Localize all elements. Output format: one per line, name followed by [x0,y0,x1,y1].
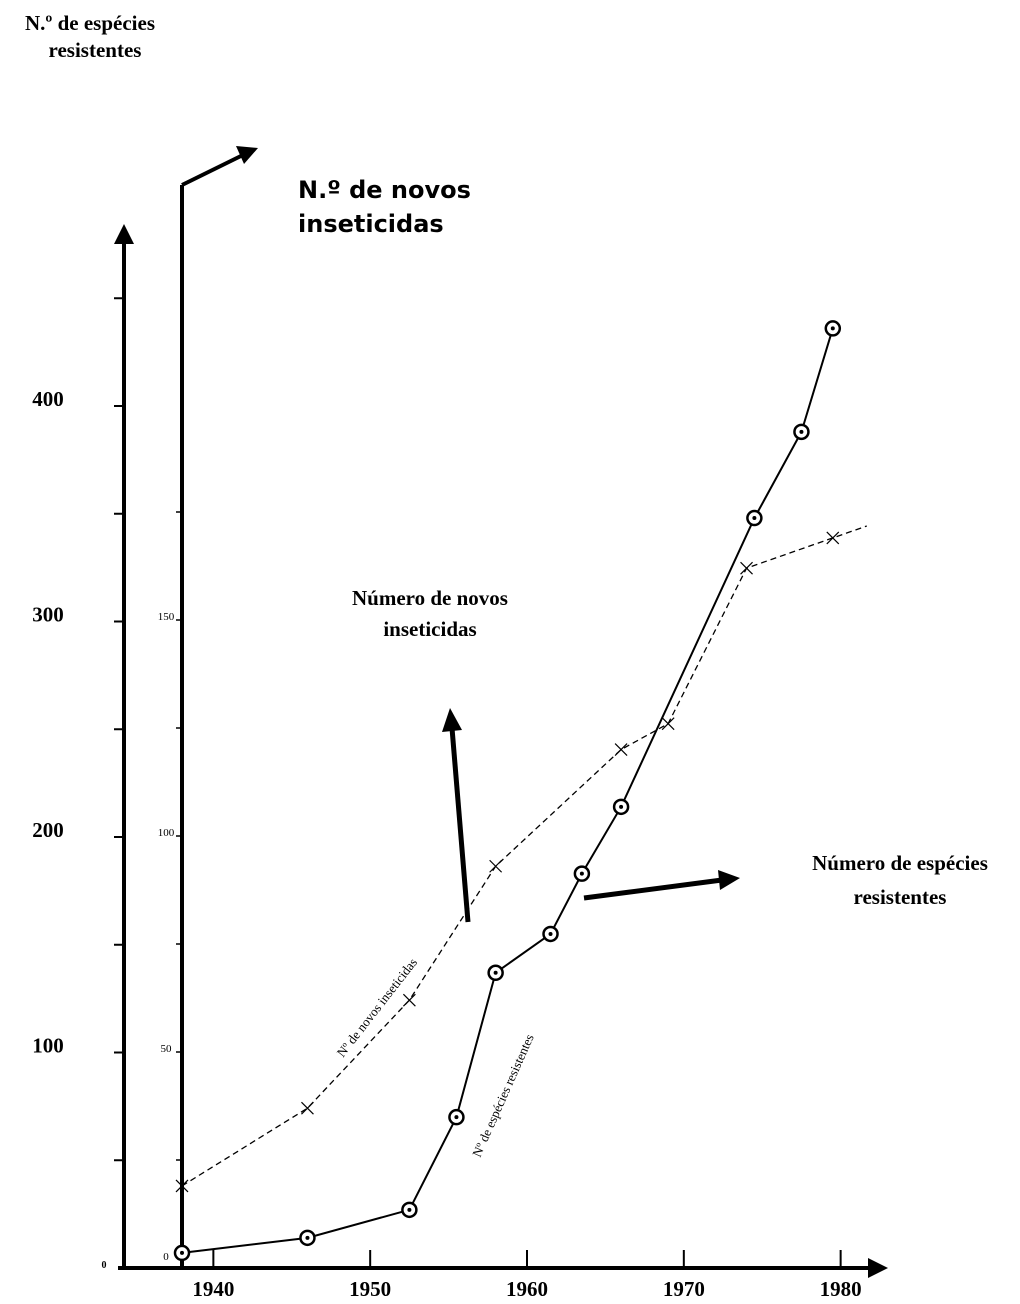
annotation-especies-line1: Número de espécies [812,851,988,875]
data-point-especies [448,1108,465,1126]
data-point-especies [573,865,591,882]
data-point-novos [175,1179,189,1193]
left-axis-tick-label: 200 [32,818,64,842]
left-axis-tick-label: 100 [32,1034,64,1058]
series-layer [173,320,867,1262]
data-point-novos [661,717,675,731]
data-point-especies [299,1229,316,1247]
left-axis-tick-label: 0 [102,1260,107,1271]
data-point-especies [793,423,810,441]
annotation-novos-line1: Número de novos [352,586,508,610]
x-axis-ticks: 1940 1950 1960 1970 1980 [192,1250,862,1301]
inner-axis-tick-label: 100 [158,827,175,839]
data-point-especies [746,509,763,527]
left-axis-tick-label: 300 [32,603,64,627]
x-axis-tick-label: 1940 [192,1277,234,1301]
x-axis-tick-label: 1950 [349,1277,391,1301]
x-axis-tick-label: 1960 [506,1277,548,1301]
data-point-especies [401,1201,418,1219]
data-point-novos [402,993,416,1007]
x-axis-tick-label: 1970 [663,1277,705,1301]
series-line-especies [181,328,834,1254]
inner-axis-tick-label: 150 [158,611,175,623]
data-point-especies [487,964,504,982]
data-point-novos [489,859,503,873]
annotation-especies-line2: resistentes [854,885,947,909]
left-axis-tick-label: 400 [32,387,64,411]
annotation-especies-arrowhead [718,870,740,890]
series-line-novos [181,525,867,1187]
annotation-especies-arrow [583,877,723,901]
inner-axis-tick-label: 50 [161,1043,173,1055]
data-point-especies [824,320,842,337]
inner-axis-title-line2: inseticidas [298,210,444,238]
inner-y-axis-arrowhead [236,146,258,164]
inner-axis-tick-label: 0 [163,1251,169,1263]
x-axis-tick-label: 1980 [820,1277,862,1301]
series-label-especies: Nº de espécies resistentes [469,1032,537,1160]
left-axis-title-line2: resistentes [49,38,142,62]
data-point-novos [614,743,628,757]
left-axis-ticks: 0 100 200 300 400 [32,297,124,1271]
data-point-novos [301,1101,314,1115]
inner-axis-title-line1: N.º de novos [298,176,471,204]
left-y-axis-arrowhead [114,224,134,244]
data-point-novos [826,531,840,545]
annotation-novos-arrow [449,727,471,923]
inner-axis-ticks: 0 50 100 150 [158,511,182,1263]
inner-y-axis-bend [181,152,246,187]
left-axis-title-line1: N.º de espécies [25,11,155,35]
annotation-novos-arrowhead [442,708,462,732]
data-point-especies [173,1244,191,1262]
x-axis-arrowhead [868,1258,888,1278]
series-label-novos: Nº de novos inseticidas [334,955,421,1060]
data-point-especies [542,925,559,943]
data-point-novos [740,561,753,575]
data-point-especies [612,798,630,816]
annotation-novos-line2: inseticidas [383,617,476,641]
